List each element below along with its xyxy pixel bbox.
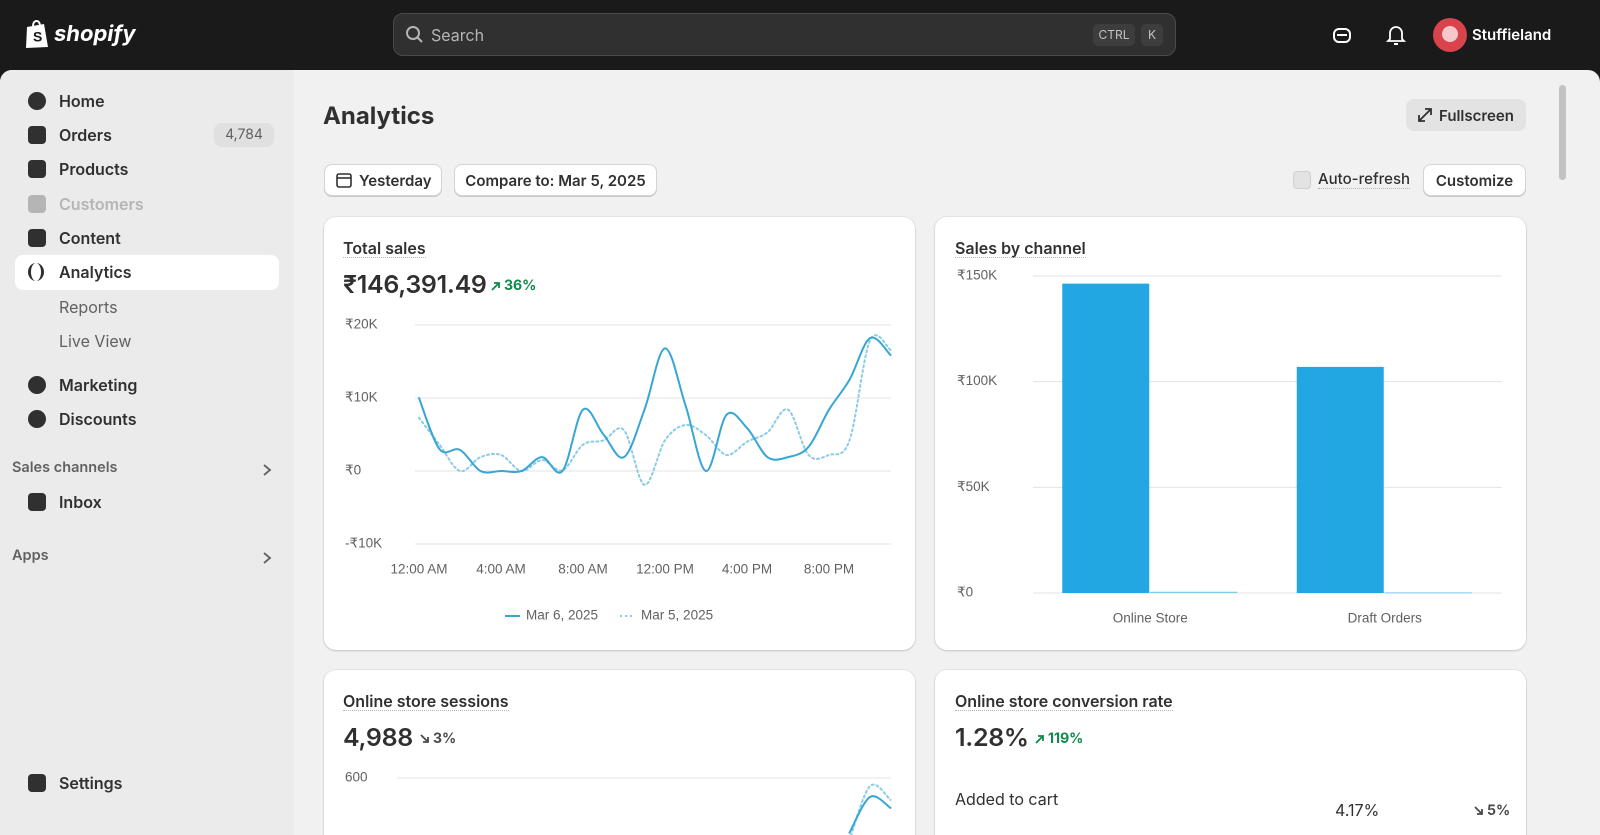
nav-item[interactable]: Inbox <box>59 492 102 512</box>
trend-arrow <box>1474 805 1483 815</box>
funnel-value: 4.17% <box>1335 800 1380 820</box>
trend-arrow <box>1035 734 1044 744</box>
nav-item[interactable]: Home <box>59 91 105 111</box>
nav-item[interactable]: Marketing <box>59 375 138 395</box>
card <box>324 670 915 835</box>
logo-bag: S <box>26 20 48 48</box>
button-label: Fullscreen <box>1439 105 1514 125</box>
nav-icon <box>28 195 46 213</box>
nav-icon <box>28 493 46 511</box>
customize-button[interactable]: Customize <box>1423 164 1526 196</box>
search-placeholder: Search <box>431 25 485 45</box>
checkbox[interactable] <box>1293 171 1311 189</box>
nav-icon <box>28 774 46 792</box>
nav-item[interactable]: Customers <box>59 194 144 214</box>
nav-item[interactable]: Settings <box>59 773 123 793</box>
sidekick-icon[interactable] <box>1332 25 1352 45</box>
sub-nav-item[interactable]: Reports <box>59 297 118 317</box>
sidebar <box>0 70 294 835</box>
checkbox-label[interactable]: Auto-refresh <box>1318 169 1411 189</box>
card-title[interactable]: Sales by channel <box>955 238 1086 258</box>
metric-change: 3% <box>419 730 456 747</box>
nav-icon <box>28 229 46 247</box>
card <box>935 670 1526 835</box>
shortcut-key: CTRL <box>1093 24 1135 46</box>
trend-arrow <box>491 281 500 291</box>
nav-icon <box>28 160 46 178</box>
badge: 4,784 <box>214 123 274 147</box>
date-button[interactable]: Yesterday <box>324 164 442 196</box>
nav-item[interactable]: Content <box>59 228 121 248</box>
nav-item[interactable]: Products <box>59 159 129 179</box>
bell-icon[interactable] <box>1386 24 1406 46</box>
button-label: Customize <box>1435 170 1514 190</box>
nav-icon <box>28 410 46 428</box>
card-title[interactable]: Online store conversion rate <box>955 691 1173 711</box>
funnel-label: Added to cart <box>955 789 1059 809</box>
card <box>935 217 1526 650</box>
change-value: 5% <box>1487 802 1511 819</box>
scrollbar-thumb[interactable] <box>1559 85 1566 180</box>
shortcut-key: K <box>1141 24 1163 46</box>
nav-item[interactable]: Discounts <box>59 409 137 429</box>
section-title[interactable]: Sales channels <box>12 459 118 476</box>
page-title: Analytics <box>323 101 435 130</box>
fullscreen-button[interactable]: Fullscreen <box>1406 99 1526 131</box>
change-value: 36% <box>504 277 537 294</box>
metric-value: 1.28% <box>955 723 1029 753</box>
active-nav-bg <box>15 255 279 290</box>
chevron[interactable] <box>261 463 273 477</box>
metric-change: 119% <box>1034 730 1083 747</box>
svg-text:S: S <box>33 29 42 45</box>
store-name[interactable]: Stuffieland <box>1472 25 1552 44</box>
change-value: 119% <box>1048 730 1084 747</box>
metric-value: 4,988 <box>343 723 414 753</box>
nav-icon <box>28 263 44 281</box>
change-value: 3% <box>433 730 457 747</box>
nav-icon <box>28 92 46 110</box>
funnel-change: 5% <box>1473 802 1510 819</box>
nav-icon <box>28 376 46 394</box>
section-title[interactable]: Apps <box>12 547 49 564</box>
trend-arrow <box>420 733 429 743</box>
metric-value: ₹146,391.49 <box>343 270 487 300</box>
nav-item[interactable]: Orders <box>59 125 112 145</box>
calendar-icon <box>336 173 352 188</box>
button-label: Yesterday <box>359 170 432 190</box>
expand-icon <box>1418 108 1432 122</box>
button-label: Compare to: Mar 5, 2025 <box>465 170 646 190</box>
logo[interactable]: shopify <box>54 21 136 47</box>
avatar[interactable] <box>1433 18 1467 52</box>
compare-button[interactable]: Compare to: Mar 5, 2025 <box>454 164 657 196</box>
search-box[interactable] <box>393 13 1176 56</box>
nav-item[interactable]: Analytics <box>59 262 132 282</box>
sub-nav-item[interactable]: Live View <box>59 331 132 351</box>
card-title[interactable]: Total sales <box>343 238 426 258</box>
chevron[interactable] <box>261 551 273 565</box>
card-title[interactable]: Online store sessions <box>343 691 509 711</box>
search-icon <box>406 26 423 43</box>
metric-change: 36% <box>490 277 536 294</box>
nav-icon <box>28 126 46 144</box>
